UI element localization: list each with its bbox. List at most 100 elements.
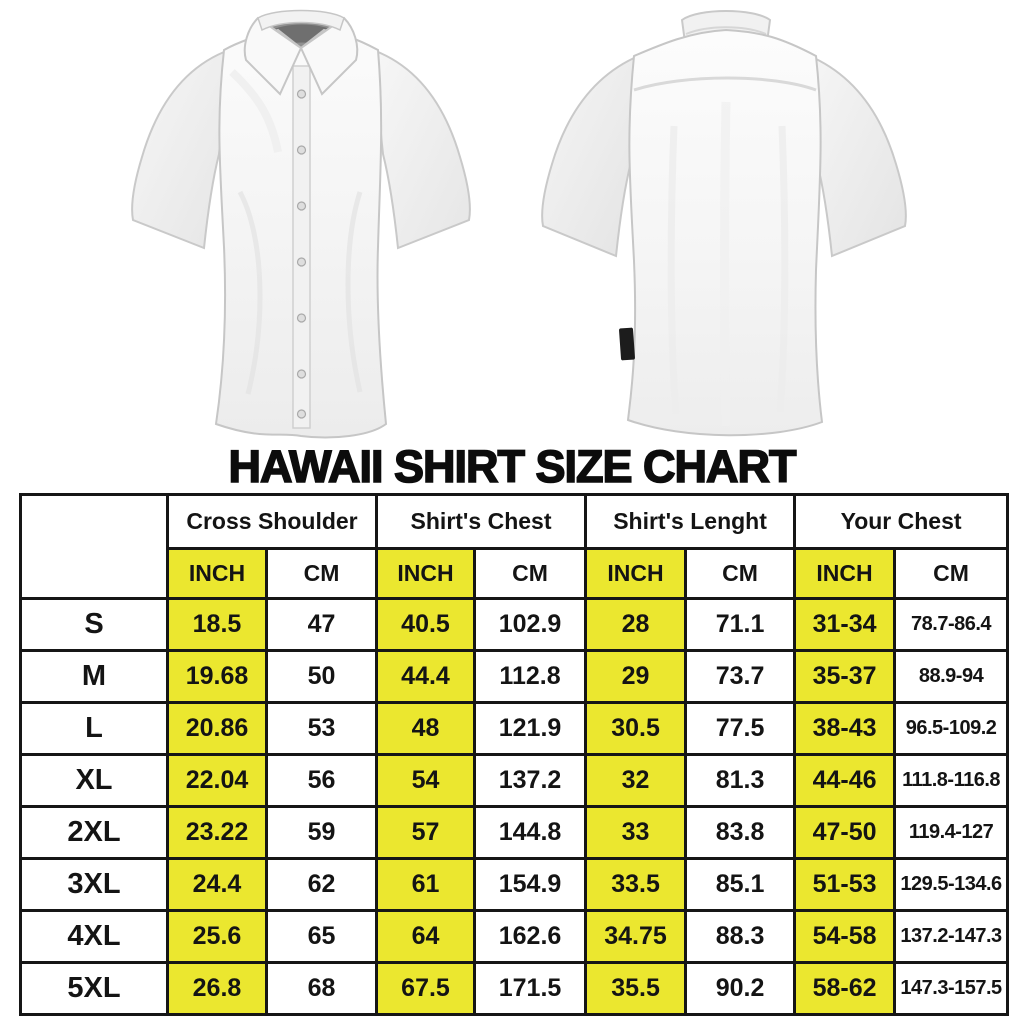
inch-value-cell: 64 (375, 909, 477, 964)
inch-value-cell: 19.68 (166, 649, 268, 704)
table-row-5xl: 5XL 26.8 68 67.5 171.5 35.5 90.2 58-62 1… (19, 961, 1010, 1016)
size-label-cell: M (19, 649, 169, 704)
cm-value-cell: 47 (264, 597, 379, 652)
shirt-back-yoke-seam (633, 76, 817, 92)
inch-range-cell: 47-50 (793, 805, 897, 860)
group-header-shirts-length: Shirt's Lenght (584, 493, 797, 550)
cm-range-cell: 119.4-127 (893, 805, 1010, 860)
cm-value-cell: 154.9 (473, 857, 588, 912)
inch-range-cell: 51-53 (793, 857, 897, 912)
table-row-s: S 18.5 47 40.5 102.9 28 71.1 31-34 78.7-… (19, 597, 1010, 652)
shirt-collar-band (257, 9, 345, 32)
inch-range-cell: 58-62 (793, 961, 897, 1016)
inch-range-cell: 44-46 (793, 753, 897, 808)
inch-value-cell: 30.5 (584, 701, 688, 756)
table-row-3xl: 3XL 24.4 62 61 154.9 33.5 85.1 51-53 129… (19, 857, 1010, 912)
size-label-cell: S (19, 597, 169, 652)
unit-header-inch: INCH (166, 547, 268, 600)
cm-range-cell: 129.5-134.6 (893, 857, 1010, 912)
page-title: HAWAII SHIRT SIZE CHART (228, 440, 798, 493)
inch-value-cell: 48 (375, 701, 477, 756)
inch-value-cell: 24.4 (166, 857, 268, 912)
table-row-4xl: 4XL 25.6 65 64 162.6 34.75 88.3 54-58 13… (19, 909, 1010, 964)
inch-range-cell: 38-43 (793, 701, 897, 756)
cm-value-cell: 68 (264, 961, 379, 1016)
shirt-back-right-sleeve (812, 56, 907, 258)
cm-value-cell: 56 (264, 753, 379, 808)
unit-header-inch: INCH (375, 547, 477, 600)
cm-value-cell: 171.5 (473, 961, 588, 1016)
size-label-cell: 3XL (19, 857, 169, 912)
inch-value-cell: 67.5 (375, 961, 477, 1016)
size-label-cell: L (19, 701, 169, 756)
cm-range-cell: 78.7-86.4 (893, 597, 1010, 652)
inch-value-cell: 25.6 (166, 909, 268, 964)
inch-value-cell: 35.5 (584, 961, 688, 1016)
size-chart-table: Cross Shoulder Shirt's Chest Shirt's Len… (19, 493, 1010, 1016)
cm-value-cell: 88.3 (684, 909, 797, 964)
size-label-cell: 2XL (19, 805, 169, 860)
cm-value-cell: 102.9 (473, 597, 588, 652)
cm-value-cell: 71.1 (684, 597, 797, 652)
table-row-xl: XL 22.04 56 54 137.2 32 81.3 44-46 111.8… (19, 753, 1010, 808)
inch-value-cell: 34.75 (584, 909, 688, 964)
unit-header-row: INCH CM INCH CM INCH CM INCH CM (21, 547, 1010, 600)
shirt-fold-line (720, 101, 731, 427)
cm-value-cell: 73.7 (684, 649, 797, 704)
cm-value-cell: 90.2 (684, 961, 797, 1016)
inch-value-cell: 20.86 (166, 701, 268, 756)
cm-range-cell: 111.8-116.8 (893, 753, 1010, 808)
cm-range-cell: 137.2-147.3 (893, 909, 1010, 964)
cm-value-cell: 77.5 (684, 701, 797, 756)
shirt-back-left-sleeve (541, 56, 636, 258)
inch-value-cell: 32 (584, 753, 688, 808)
cm-value-cell: 112.8 (473, 649, 588, 704)
table-row-l: L 20.86 53 48 121.9 30.5 77.5 38-43 96.5… (19, 701, 1010, 756)
cm-value-cell: 81.3 (684, 753, 797, 808)
inch-value-cell: 57 (375, 805, 477, 860)
group-header-shirts-chest: Shirt's Chest (375, 493, 588, 550)
inch-range-cell: 35-37 (793, 649, 897, 704)
cm-value-cell: 83.8 (684, 805, 797, 860)
shirt-back-collar-seam (685, 26, 767, 35)
size-label-cell: XL (19, 753, 169, 808)
unit-header-inch: INCH (793, 547, 897, 600)
shirt-fold-line (345, 191, 363, 393)
shirt-back-image (524, 6, 928, 446)
inch-value-cell: 18.5 (166, 597, 268, 652)
shirt-collar-right (299, 16, 359, 96)
group-header-cross-shoulder: Cross Shoulder (165, 493, 379, 550)
cm-value-cell: 62 (264, 857, 379, 912)
shirt-fold-line (237, 190, 263, 395)
inch-value-cell: 61 (375, 857, 477, 912)
cm-value-cell: 53 (264, 701, 379, 756)
inch-value-cell: 29 (584, 649, 688, 704)
cm-value-cell: 59 (264, 805, 379, 860)
cm-range-cell: 147.3-157.5 (893, 961, 1010, 1016)
shirt-collar-left (243, 16, 303, 96)
cm-value-cell: 85.1 (684, 857, 797, 912)
shirt-right-sleeve (376, 50, 471, 250)
size-label-cell: 5XL (19, 961, 169, 1016)
inch-value-cell: 28 (584, 597, 688, 652)
table-row-m: M 19.68 50 44.4 112.8 29 73.7 35-37 88.9… (19, 649, 1010, 704)
inch-value-cell: 22.04 (166, 753, 268, 808)
inch-value-cell: 33.5 (584, 857, 688, 912)
cm-value-cell: 50 (264, 649, 379, 704)
cm-value-cell: 65 (264, 909, 379, 964)
group-header-your-chest: Your Chest (793, 493, 1010, 550)
shirt-fold-line (229, 69, 282, 153)
shirt-hem-tag (619, 327, 635, 361)
inch-range-cell: 54-58 (793, 909, 897, 964)
table-row-2xl: 2XL 23.22 59 57 144.8 33 83.8 47-50 119.… (19, 805, 1010, 860)
corner-cell (19, 493, 169, 600)
shirt-fold-line (667, 125, 680, 415)
size-label-cell: 4XL (19, 909, 169, 964)
group-header-row: Cross Shoulder Shirt's Chest Shirt's Len… (19, 493, 1010, 600)
inch-value-cell: 44.4 (375, 649, 477, 704)
cm-value-cell: 121.9 (473, 701, 588, 756)
inch-value-cell: 26.8 (166, 961, 268, 1016)
cm-range-cell: 96.5-109.2 (893, 701, 1010, 756)
shirt-front-image (112, 2, 490, 448)
unit-header-cm: CM (893, 547, 1010, 600)
